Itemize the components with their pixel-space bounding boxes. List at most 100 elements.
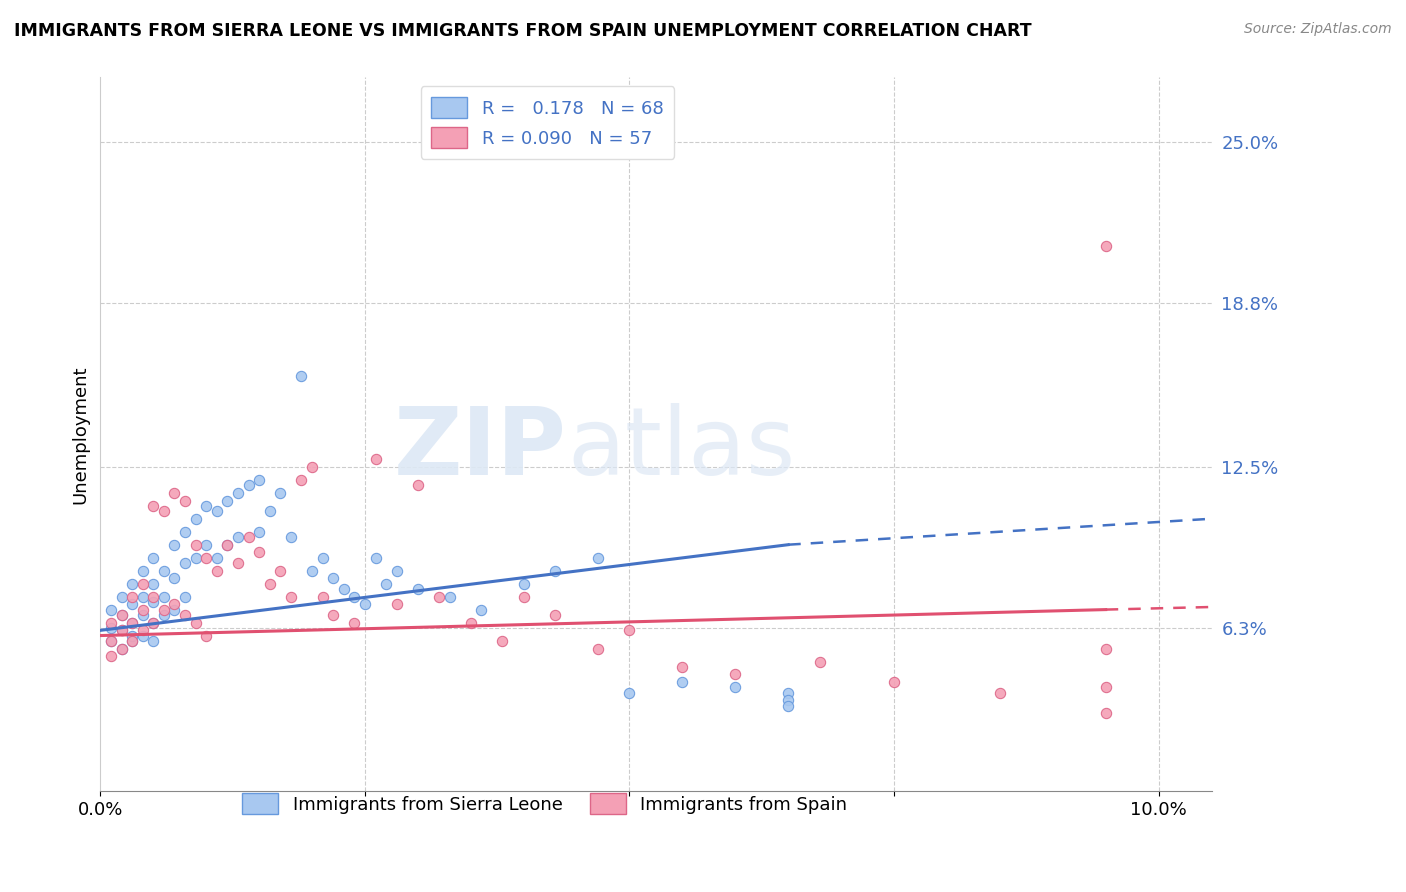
Legend: Immigrants from Sierra Leone, Immigrants from Spain: Immigrants from Sierra Leone, Immigrants… xyxy=(232,782,858,825)
Point xyxy=(343,615,366,630)
Point xyxy=(153,564,176,578)
Point xyxy=(153,504,176,518)
Text: Source: ZipAtlas.com: Source: ZipAtlas.com xyxy=(1244,22,1392,37)
Point xyxy=(226,530,249,544)
Point xyxy=(259,504,281,518)
Point xyxy=(460,615,482,630)
Point xyxy=(195,550,218,565)
Point xyxy=(121,633,143,648)
Point xyxy=(586,550,609,565)
Point xyxy=(174,524,197,539)
Point xyxy=(131,628,153,642)
Point xyxy=(131,624,153,638)
Point xyxy=(290,368,312,383)
Point xyxy=(163,602,186,616)
Point xyxy=(385,564,408,578)
Text: atlas: atlas xyxy=(567,402,796,495)
Point xyxy=(121,615,143,630)
Point xyxy=(110,624,132,638)
Point xyxy=(174,556,197,570)
Point xyxy=(343,590,366,604)
Point xyxy=(184,538,207,552)
Point xyxy=(163,538,186,552)
Point xyxy=(110,641,132,656)
Point xyxy=(280,590,302,604)
Point xyxy=(364,550,387,565)
Point xyxy=(131,564,153,578)
Point xyxy=(205,564,228,578)
Point xyxy=(259,576,281,591)
Point xyxy=(217,538,239,552)
Point xyxy=(163,598,186,612)
Point xyxy=(883,675,905,690)
Point xyxy=(131,607,153,622)
Point xyxy=(110,624,132,638)
Point xyxy=(406,478,429,492)
Point xyxy=(311,550,333,565)
Point xyxy=(110,607,132,622)
Point xyxy=(247,524,270,539)
Point xyxy=(375,576,398,591)
Point xyxy=(121,633,143,648)
Point xyxy=(364,452,387,467)
Point xyxy=(174,590,197,604)
Point xyxy=(724,681,747,695)
Point xyxy=(184,512,207,526)
Point xyxy=(131,590,153,604)
Point xyxy=(332,582,354,596)
Point xyxy=(512,590,534,604)
Point xyxy=(301,564,323,578)
Point xyxy=(174,607,197,622)
Point xyxy=(1094,641,1116,656)
Point xyxy=(110,641,132,656)
Point xyxy=(184,615,207,630)
Point xyxy=(619,624,641,638)
Point xyxy=(491,633,513,648)
Point xyxy=(195,538,218,552)
Point xyxy=(671,675,693,690)
Point xyxy=(110,607,132,622)
Point xyxy=(142,633,165,648)
Text: IMMIGRANTS FROM SIERRA LEONE VS IMMIGRANTS FROM SPAIN UNEMPLOYMENT CORRELATION C: IMMIGRANTS FROM SIERRA LEONE VS IMMIGRAN… xyxy=(14,22,1032,40)
Point xyxy=(100,633,122,648)
Point xyxy=(100,621,122,635)
Y-axis label: Unemployment: Unemployment xyxy=(72,365,89,504)
Point xyxy=(544,564,567,578)
Point xyxy=(290,473,312,487)
Point xyxy=(100,602,122,616)
Point xyxy=(322,607,344,622)
Point xyxy=(1094,239,1116,253)
Point xyxy=(619,686,641,700)
Point xyxy=(184,550,207,565)
Point xyxy=(153,602,176,616)
Point xyxy=(153,607,176,622)
Point xyxy=(988,686,1011,700)
Point xyxy=(226,485,249,500)
Point xyxy=(121,628,143,642)
Point xyxy=(406,582,429,596)
Point xyxy=(142,499,165,513)
Point xyxy=(131,602,153,616)
Point xyxy=(142,595,165,609)
Point xyxy=(205,550,228,565)
Point xyxy=(238,530,260,544)
Point xyxy=(205,504,228,518)
Point xyxy=(301,459,323,474)
Point xyxy=(247,473,270,487)
Point xyxy=(280,530,302,544)
Point xyxy=(427,590,450,604)
Point xyxy=(778,686,800,700)
Point xyxy=(121,615,143,630)
Point xyxy=(671,659,693,673)
Point xyxy=(163,571,186,585)
Point xyxy=(217,493,239,508)
Point xyxy=(1094,681,1116,695)
Point xyxy=(163,485,186,500)
Point xyxy=(174,493,197,508)
Point xyxy=(385,598,408,612)
Point xyxy=(217,538,239,552)
Point xyxy=(269,485,291,500)
Point xyxy=(238,478,260,492)
Point xyxy=(100,649,122,664)
Point xyxy=(226,556,249,570)
